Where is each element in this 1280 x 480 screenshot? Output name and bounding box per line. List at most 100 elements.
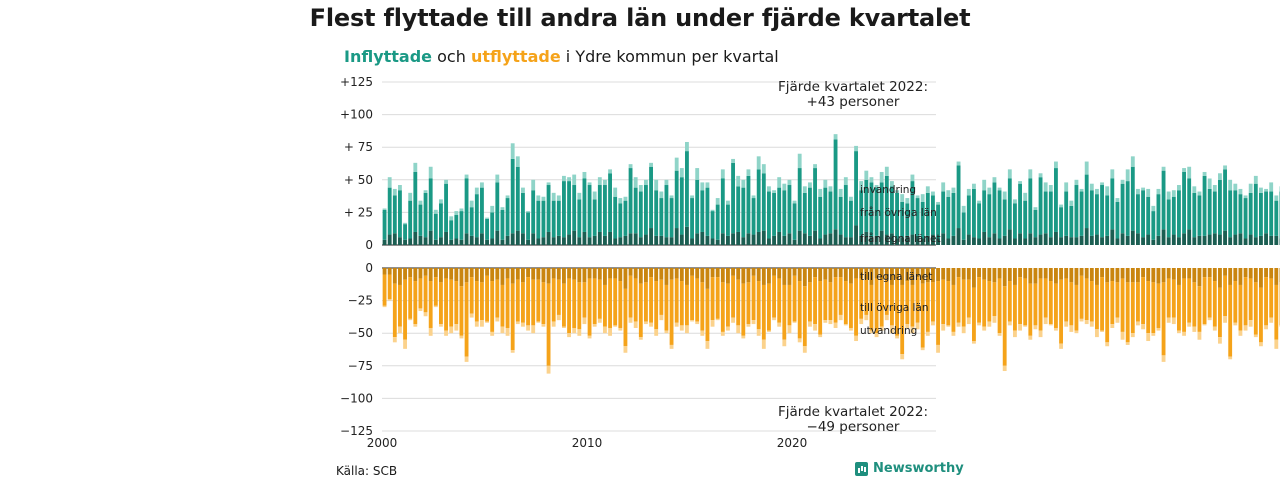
outflow-bar	[1156, 268, 1161, 284]
outflow-bar	[439, 268, 443, 283]
outflow-bar	[854, 278, 858, 336]
outflow-bar	[541, 324, 546, 327]
outflow-bar	[536, 268, 541, 280]
inflow-bar	[787, 185, 792, 234]
outflow-bar	[900, 268, 905, 285]
inflow-bar	[715, 239, 720, 245]
outflow-bar	[977, 268, 981, 278]
outflow-bar	[403, 268, 407, 280]
legend-label-inflow: invandring	[860, 184, 916, 196]
outflow-bar	[1084, 320, 1089, 325]
outflow-bar	[623, 268, 628, 289]
inflow-bar	[931, 234, 935, 245]
outflow-bar	[1084, 268, 1089, 279]
outflow-bar	[1156, 283, 1161, 328]
outflow-bar	[854, 335, 858, 342]
outflow-bar	[1233, 268, 1238, 282]
outflow-bar	[1253, 268, 1258, 283]
outflow-bar	[628, 317, 633, 323]
outflow-bar	[1074, 268, 1079, 285]
outflow-bar	[418, 278, 423, 309]
inflow-bar	[802, 192, 807, 234]
outflow-bar	[1274, 268, 1279, 285]
outflow-bar	[1038, 268, 1043, 279]
outflow-bar	[838, 268, 843, 278]
inflow-bar	[941, 191, 946, 234]
inflow-bar	[654, 190, 659, 236]
inflow-bar	[500, 209, 505, 240]
outflow-bar	[526, 325, 530, 331]
outflow-bar	[505, 278, 510, 328]
outflow-bar	[1192, 268, 1197, 283]
outflow-bar	[1274, 284, 1279, 340]
outflow-bar	[915, 277, 920, 323]
inflow-bar	[587, 237, 592, 245]
outflow-bar	[925, 331, 930, 336]
outflow-bar	[1218, 287, 1222, 338]
outflow-bar	[1253, 334, 1258, 338]
inflow-bar	[459, 239, 464, 245]
outflow-bar	[439, 282, 443, 325]
inflow-bar	[1228, 237, 1233, 245]
outflow-bar	[644, 268, 648, 283]
outflow-bar	[1064, 278, 1069, 322]
inflow-bar	[977, 238, 981, 245]
outflow-bar	[567, 278, 571, 334]
inflow-bar	[1269, 191, 1274, 236]
inflow-bar	[1156, 235, 1161, 245]
outflow-bar	[638, 337, 643, 340]
inflow-bar	[961, 205, 966, 213]
inflow-bar	[1197, 191, 1202, 196]
inflow-bar	[669, 237, 674, 245]
inflow-bar	[592, 235, 597, 245]
inflow-bar	[782, 235, 787, 245]
outflow-bar	[859, 278, 864, 319]
inflow-bar	[972, 188, 976, 238]
outflow-bar	[480, 282, 484, 321]
inflow-bar	[1048, 185, 1053, 192]
inflow-bar	[669, 198, 674, 238]
inflow-bar	[469, 207, 474, 236]
inflow-bar	[1038, 177, 1043, 235]
inflow-bar	[956, 228, 961, 245]
outflow-bar	[1018, 277, 1022, 325]
inflow-bar	[664, 237, 669, 245]
inflow-bar	[1059, 237, 1063, 245]
inflow-bar	[1248, 183, 1253, 193]
inflow-bar	[439, 199, 443, 204]
outflow-bar	[1151, 268, 1156, 283]
inflow-bar	[818, 188, 823, 197]
inflow-bar	[1095, 188, 1099, 195]
inflow-bar	[1048, 237, 1053, 245]
outflow-bar	[823, 320, 828, 323]
inflow-bar	[603, 179, 607, 186]
outflow-bar	[1069, 325, 1074, 332]
inflow-bar	[1074, 237, 1079, 245]
inflow-bar	[1223, 169, 1227, 231]
outflow-bar	[1079, 275, 1084, 319]
outflow-bar	[1007, 268, 1012, 282]
outflow-bar	[1028, 283, 1033, 336]
outflow-bar	[705, 268, 710, 289]
outflow-bar	[1064, 321, 1069, 327]
outflow-bar	[1002, 268, 1007, 287]
annotation-bottom-line-2: −49 personer	[807, 419, 900, 435]
inflow-bar	[449, 220, 454, 240]
inflow-bar	[510, 233, 515, 245]
outflow-bar	[603, 326, 607, 334]
outflow-bar	[910, 284, 915, 327]
outflow-bar	[961, 268, 966, 280]
inflow-bar	[982, 179, 987, 191]
inflow-bar	[905, 198, 910, 204]
outflow-bar	[408, 268, 413, 278]
inflow-bar	[597, 185, 602, 232]
inflow-bar	[685, 151, 689, 227]
inflow-bar	[423, 190, 428, 193]
inflow-bar	[536, 195, 541, 201]
inflow-bar	[679, 168, 684, 178]
inflow-bar	[644, 234, 648, 245]
outflow-bar	[1105, 268, 1110, 283]
inflow-bar	[1007, 178, 1012, 230]
inflow-bar	[864, 179, 869, 232]
inflow-bar	[956, 161, 961, 166]
